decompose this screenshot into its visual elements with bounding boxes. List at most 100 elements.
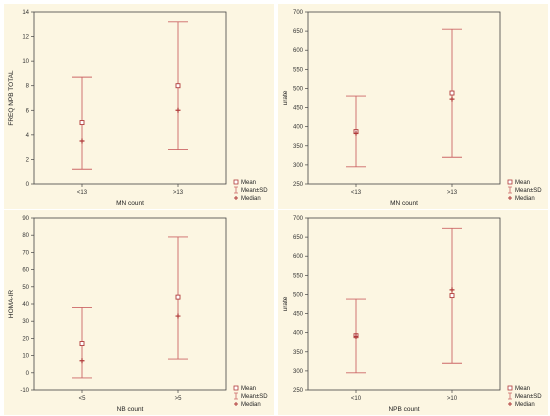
y-tick-label: 350 (293, 350, 304, 356)
legend-label: Median (241, 402, 261, 408)
y-tick-label: 4 (26, 133, 30, 139)
y-tick-label: 6 (26, 108, 30, 114)
legend-median-icon (234, 402, 238, 406)
median-marker (353, 333, 359, 339)
y-tick-label: 50 (22, 285, 29, 291)
y-tick-label: 250 (293, 182, 304, 188)
x-tick-label: >13 (173, 190, 184, 196)
mean-marker (79, 341, 85, 347)
y-tick-label: 350 (293, 144, 304, 150)
y-tick-label: 600 (293, 254, 304, 260)
chart-panel-2: 250 300 350 400 450 500 550 600 650 700 <13 >13 MN c… (278, 4, 548, 209)
legend-label: Mean±SD (515, 188, 542, 194)
median-marker (353, 130, 359, 136)
legend-label: Mean (515, 386, 530, 392)
x-tick-label: >5 (175, 396, 183, 402)
y-tick-label: 450 (293, 106, 304, 112)
x-axis-label: NPB count (388, 406, 419, 413)
y-tick-label: 400 (293, 125, 304, 131)
x-tick-label: >13 (447, 190, 458, 196)
y-tick-label: 400 (293, 331, 304, 337)
x-tick-label: <5 (79, 396, 87, 402)
y-tick-label: 0 (26, 182, 30, 188)
y-tick-label: 14 (22, 10, 29, 16)
y-tick-label: 500 (293, 292, 304, 298)
mean-marker (175, 83, 181, 89)
legend-sd-icon (234, 392, 238, 400)
x-tick-label: <13 (77, 190, 88, 196)
y-tick-label: 700 (293, 10, 304, 16)
legend-mean-icon (233, 179, 239, 185)
y-tick-label: 650 (293, 29, 304, 35)
chart-svg: -10 0 10 20 30 40 50 60 70 80 90 <5 >5 NB count HOMA-I… (8, 216, 268, 413)
legend-sd-icon (234, 186, 238, 194)
legend-label: Mean±SD (241, 394, 268, 400)
legend-label: Mean (241, 386, 256, 392)
mean-marker (175, 294, 181, 300)
y-tick-label: 40 (22, 302, 29, 308)
y-tick-label: 550 (293, 273, 304, 279)
y-tick-label: 60 (22, 268, 29, 274)
legend-label: Mean±SD (241, 188, 268, 194)
y-tick-label: 650 (293, 235, 304, 241)
plot-frame (307, 217, 501, 391)
y-tick-label: 550 (293, 67, 304, 73)
chart-svg: 250 300 350 400 450 500 550 600 650 700 <13 >13 MN c… (282, 10, 542, 207)
legend-mean-icon (507, 179, 513, 185)
median-marker (175, 313, 181, 319)
mean-marker (449, 90, 455, 96)
y-tick-label: 8 (26, 84, 30, 90)
y-tick-label: 0 (26, 371, 30, 377)
mean-marker (449, 293, 455, 299)
median-marker (175, 107, 181, 113)
legend-median-icon (508, 402, 512, 406)
plot-frame (307, 11, 501, 185)
legend-mean-icon (507, 385, 513, 391)
mean-marker (79, 120, 85, 126)
legend-label: Median (515, 196, 535, 202)
legend: Mean Mean±SD Median (507, 179, 542, 202)
y-axis-label: HOMA-IR (8, 290, 15, 318)
legend-label: Median (515, 402, 535, 408)
legend-sd-icon (508, 392, 512, 400)
chart-panel-4: 250 300 350 400 450 500 550 600 650 700 <10 >10 NPB … (278, 210, 548, 415)
legend-mean-icon (233, 385, 239, 391)
legend-sd-icon (508, 186, 512, 194)
y-tick-label: 250 (293, 388, 304, 394)
y-tick-label: 80 (22, 233, 29, 239)
chart-svg: 250 300 350 400 450 500 550 600 650 700 <10 >10 NPB … (282, 216, 542, 413)
x-axis-label: MN count (390, 200, 418, 207)
y-tick-label: 300 (293, 163, 304, 169)
y-tick-label: 10 (22, 354, 29, 360)
median-marker (449, 287, 455, 293)
y-tick-label: 700 (293, 216, 304, 222)
median-marker (79, 358, 85, 364)
legend: Mean Mean±SD Median (233, 385, 268, 408)
plot-frame (33, 11, 227, 185)
chart-panel-1: 0 2 4 6 8 10 12 14 <13 >13 MN count FREQ NPB TOTAL M… (4, 4, 274, 209)
y-tick-label: 20 (22, 336, 29, 342)
x-axis-label: NB count (117, 406, 144, 413)
median-marker (79, 138, 85, 144)
median-marker (449, 96, 455, 102)
legend: Mean Mean±SD Median (507, 385, 542, 408)
y-tick-label: 2 (26, 157, 30, 163)
y-tick-label: 30 (22, 319, 29, 325)
y-tick-label: 600 (293, 48, 304, 54)
y-tick-label: 10 (22, 59, 29, 65)
y-axis-label: urate (282, 296, 289, 311)
legend-label: Mean (515, 180, 530, 186)
y-tick-label: 500 (293, 86, 304, 92)
legend: Mean Mean±SD Median (233, 179, 268, 202)
y-axis-label: urate (282, 90, 289, 105)
y-tick-label: 12 (22, 35, 29, 41)
x-tick-label: <13 (351, 190, 362, 196)
x-tick-label: >10 (447, 396, 458, 402)
y-tick-label: 90 (22, 216, 29, 222)
y-tick-label: 70 (22, 250, 29, 256)
legend-label: Median (241, 196, 261, 202)
legend-label: Mean±SD (515, 394, 542, 400)
x-axis-label: MN count (116, 200, 144, 207)
y-axis-label: FREQ NPB TOTAL (8, 70, 15, 126)
y-tick-label: -10 (20, 388, 29, 394)
